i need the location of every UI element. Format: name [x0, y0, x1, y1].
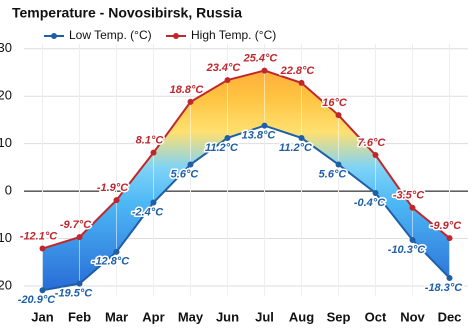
x-tick-label: Oct [365, 309, 387, 324]
data-point [224, 77, 231, 84]
value-label: 13.8°C [242, 130, 277, 142]
y-tick-label: 0 [5, 183, 12, 198]
data-point [409, 236, 416, 243]
data-point [298, 79, 305, 86]
value-label: -0.4°C [354, 197, 386, 209]
x-tick-label: Sep [327, 309, 351, 324]
data-point [150, 149, 157, 156]
data-point [113, 248, 120, 255]
data-point [446, 274, 453, 281]
data-point [335, 161, 342, 168]
data-point [187, 161, 194, 168]
series-line [42, 69, 451, 250]
value-label: 11.2°C [279, 142, 313, 154]
series-line [42, 124, 451, 292]
data-point [39, 287, 46, 294]
data-point [39, 245, 46, 252]
x-tick-label: Jan [31, 309, 53, 324]
legend-marker [51, 33, 57, 39]
value-label: -1.9°C [97, 182, 129, 194]
value-label: -18.3°C [425, 282, 463, 294]
value-label: -9.9°C [430, 220, 462, 232]
data-point [335, 112, 342, 119]
value-label: -20.9°C [18, 294, 56, 306]
y-tick-label: -10 [0, 230, 12, 245]
y-tick-label: 10 [0, 135, 12, 150]
value-label: 23.4°C [206, 62, 242, 74]
data-point [224, 134, 231, 141]
value-label: -12.8°C [92, 256, 130, 268]
data-point [446, 235, 453, 242]
value-label: 8.1°C [136, 135, 165, 147]
data-point [298, 134, 305, 141]
value-label: 5.6°C [171, 168, 200, 180]
x-tick-label: May [178, 309, 204, 324]
value-label: 5.6°C [319, 168, 348, 180]
x-tick-label: Dec [438, 309, 462, 324]
value-label: -12.1°C [20, 230, 58, 242]
data-point [76, 280, 83, 287]
legend-label: Low Temp. (°C) [69, 28, 152, 42]
chart-title: Temperature - Novosibirsk, Russia [12, 5, 242, 21]
value-label: -2.4°C [132, 206, 164, 218]
y-tick-label: -20 [0, 277, 12, 292]
value-label: 22.8°C [280, 65, 316, 77]
value-label: -9.7°C [60, 219, 92, 231]
data-point [113, 197, 120, 204]
x-tick-label: Jul [255, 309, 274, 324]
legend-label: High Temp. (°C) [191, 28, 276, 42]
value-label: -3.5°C [393, 190, 425, 202]
value-label: -10.3°C [388, 244, 426, 256]
y-tick-label: 20 [0, 88, 12, 103]
data-point [409, 204, 416, 211]
x-tick-label: Jun [216, 309, 239, 324]
x-tick-label: Apr [142, 309, 164, 324]
value-label: 18.8°C [170, 84, 205, 96]
x-tick-label: Mar [105, 309, 128, 324]
x-tick-label: Feb [68, 309, 91, 324]
data-point [261, 122, 268, 129]
data-point [187, 98, 194, 105]
value-label: -19.5°C [55, 288, 93, 300]
data-point [76, 234, 83, 241]
data-point [150, 199, 157, 206]
value-label: 7.6°C [358, 137, 387, 149]
data-point [372, 152, 379, 159]
value-label: 11.2°C [205, 142, 239, 154]
value-label: 16°C [322, 97, 348, 109]
y-tick-label: 30 [0, 40, 12, 55]
data-point [261, 67, 268, 74]
x-tick-label: Nov [400, 309, 425, 324]
legend-marker [173, 33, 179, 39]
value-label: 25.4°C [243, 52, 279, 64]
data-point [372, 190, 379, 197]
x-tick-label: Aug [289, 309, 314, 324]
